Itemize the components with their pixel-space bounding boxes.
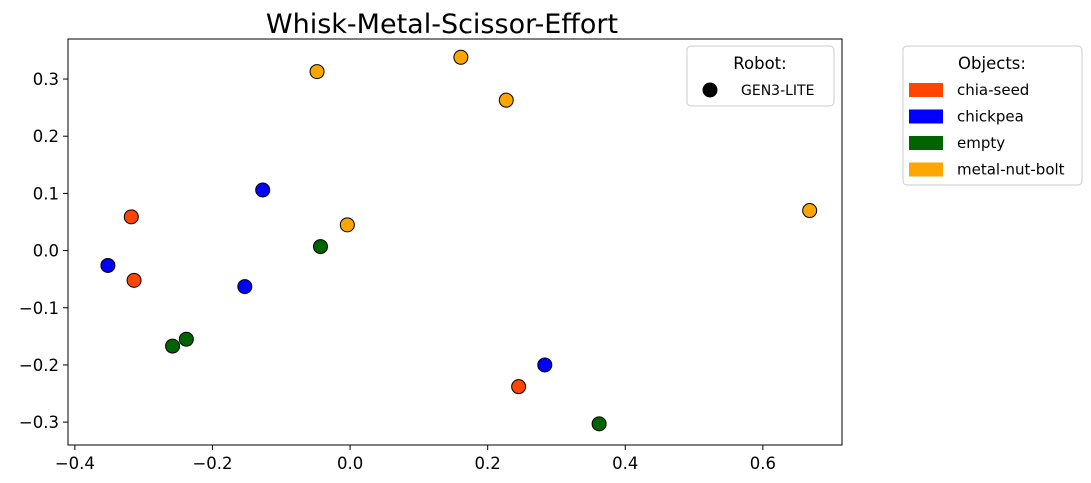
robot-legend-label: GEN3-LITE <box>741 83 814 99</box>
legend-label-empty: empty <box>957 134 1005 152</box>
x-tick-label: 0.6 <box>750 454 776 473</box>
plot-area-frame <box>67 38 843 446</box>
y-tick-label: 0.1 <box>33 184 59 203</box>
data-points <box>100 49 818 432</box>
legend-label-chickpea: chickpea <box>957 108 1024 126</box>
x-tick-label: −0.4 <box>55 454 95 473</box>
robot-legend-frame <box>686 45 835 107</box>
data-point-metal-nut-bolt <box>802 203 818 219</box>
data-point-metal-nut-bolt <box>309 64 325 80</box>
robot-legend-marker <box>702 82 718 98</box>
data-point-metal-nut-bolt <box>498 92 514 108</box>
data-point-chickpea <box>537 357 553 373</box>
objects-legend: Objects: chia-seed chickpea empty metal-nut… <box>902 45 1083 186</box>
y-tick-label: −0.3 <box>19 413 59 432</box>
x-tick-label: −0.2 <box>192 454 232 473</box>
legend-label-chia-seed: chia-seed <box>957 81 1029 99</box>
chart-title: Whisk-Metal-Scissor-Effort <box>266 9 618 40</box>
y-tick-label: −0.1 <box>19 299 59 318</box>
x-axis: −0.4 −0.2 0.0 0.2 0.4 0.6 <box>55 445 776 473</box>
data-point-chia-seed <box>126 272 142 288</box>
x-tick-label: 0.0 <box>337 454 363 473</box>
y-tick-label: 0.2 <box>33 127 59 146</box>
legend-swatch-chickpea <box>909 109 943 124</box>
data-point-chia-seed <box>123 209 139 225</box>
legend-swatch-empty <box>909 136 943 150</box>
x-tick-label: 0.2 <box>475 454 501 473</box>
data-point-chickpea <box>255 182 271 198</box>
y-tick-label: 0.0 <box>33 242 59 261</box>
objects-legend-title: Objects: <box>958 54 1026 73</box>
legend-swatch-metal-nut-bolt <box>909 162 943 177</box>
data-point-empty <box>178 331 194 347</box>
legend-swatch-chia-seed <box>909 83 943 97</box>
data-point-empty <box>591 416 607 432</box>
data-point-chickpea <box>237 279 253 295</box>
data-point-empty <box>165 338 181 354</box>
robot-legend: Robot: GEN3-LITE <box>686 45 835 107</box>
y-tick-label: −0.2 <box>19 356 59 375</box>
objects-legend-frame <box>902 45 1083 186</box>
data-point-metal-nut-bolt <box>339 217 355 233</box>
data-point-metal-nut-bolt <box>453 49 469 65</box>
x-tick-label: 0.4 <box>612 454 638 473</box>
data-point-chickpea <box>100 257 116 273</box>
data-point-empty <box>312 239 328 255</box>
y-axis: 0.3 0.2 0.1 0.0 −0.1 −0.2 −0.3 <box>19 70 68 432</box>
data-point-chia-seed <box>511 379 527 395</box>
legend-label-metal-nut-bolt: metal-nut-bolt <box>957 161 1065 179</box>
y-tick-label: 0.3 <box>33 70 59 89</box>
robot-legend-title: Robot: <box>733 54 786 73</box>
